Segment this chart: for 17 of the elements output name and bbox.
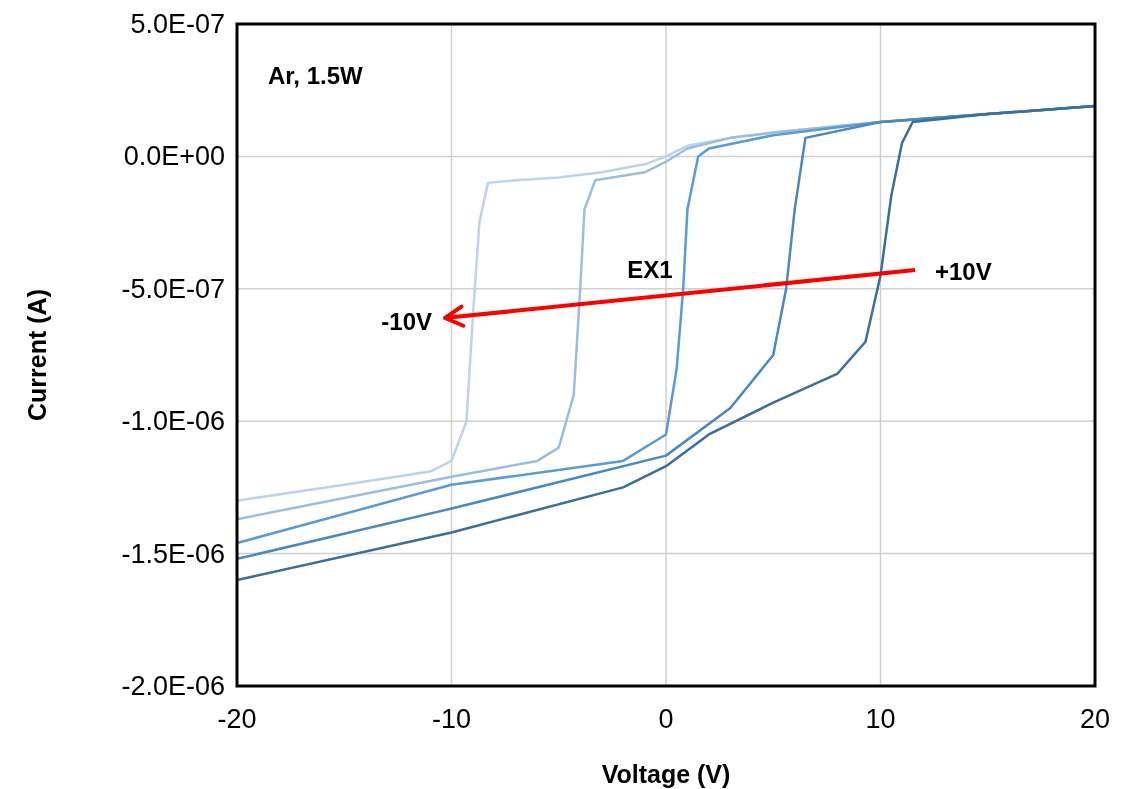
annotation: +10V [935, 258, 992, 285]
y-tick-label: -1.5E-06 [121, 538, 225, 569]
annotation: Ar, 1.5W [268, 62, 364, 89]
x-tick-label: 0 [658, 704, 674, 734]
y-tick-label: 0.0E+00 [123, 141, 225, 172]
y-tick-label: -5.0E-07 [121, 273, 225, 304]
y-axis-title: Current (A) [23, 289, 51, 421]
annotation: EX1 [627, 256, 673, 283]
annotation: -10V [381, 308, 432, 335]
y-tick-label: -1.0E-06 [121, 406, 225, 437]
x-tick-label: -10 [431, 704, 472, 734]
x-tick-label: -20 [217, 704, 257, 734]
y-tick-label: -2.0E-06 [121, 671, 225, 701]
x-axis-title: Voltage (V) [601, 760, 731, 788]
x-tick-label: 10 [865, 704, 896, 734]
x-tick-label: 20 [1079, 704, 1111, 734]
y-tick-label: 5.0E-07 [130, 9, 225, 39]
